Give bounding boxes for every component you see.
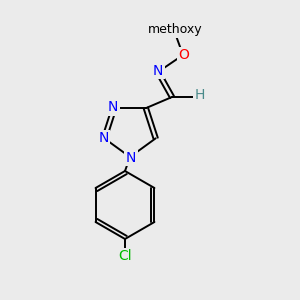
Text: H: H bbox=[195, 88, 205, 102]
Text: N: N bbox=[126, 151, 136, 165]
Text: N: N bbox=[108, 100, 118, 114]
Text: Cl: Cl bbox=[118, 249, 132, 263]
Text: O: O bbox=[178, 48, 189, 62]
Text: N: N bbox=[153, 64, 163, 78]
Text: N: N bbox=[98, 131, 109, 145]
Text: methoxy: methoxy bbox=[148, 23, 202, 37]
